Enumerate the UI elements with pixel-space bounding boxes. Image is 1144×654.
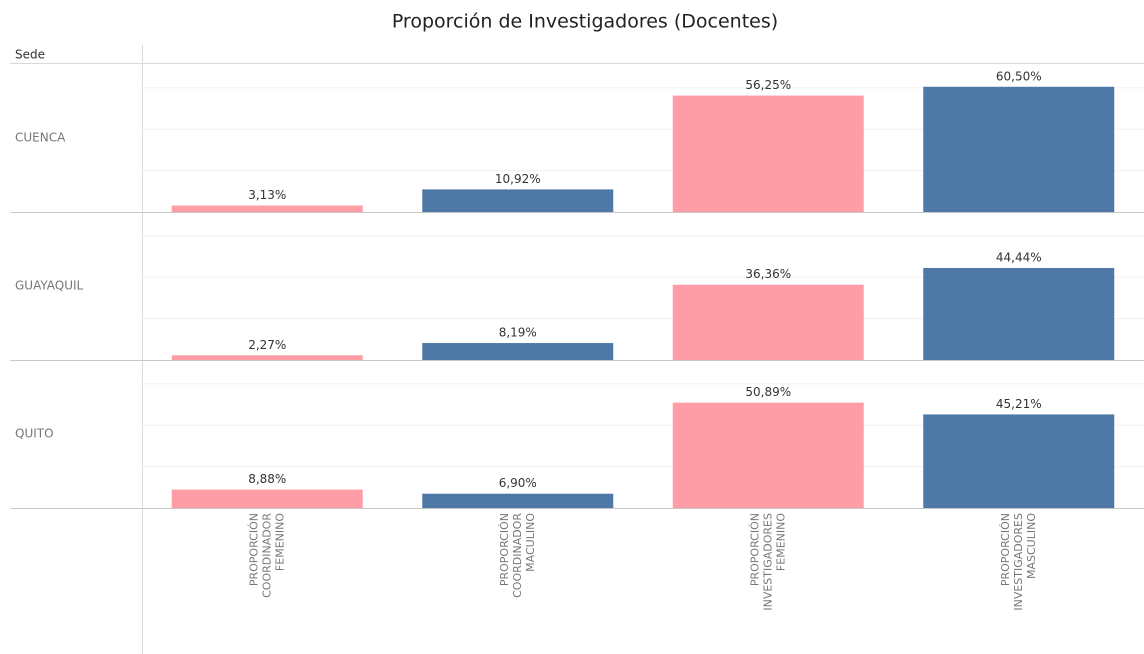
value-label: 60,50% <box>996 69 1042 83</box>
x-tick-label: PROPORCIÓN <box>498 513 511 586</box>
value-label: 2,27% <box>248 338 286 352</box>
x-tick-label: PROPORCIÓN <box>999 513 1012 586</box>
bar <box>171 489 363 508</box>
bar <box>672 95 864 212</box>
value-label: 8,88% <box>248 472 286 486</box>
row-label: GUAYAQUIL <box>15 279 84 293</box>
chart-title: Proporción de Investigadores (Docentes) <box>392 11 778 33</box>
x-tick-label: FEMENINO <box>774 513 787 571</box>
value-label: 44,44% <box>996 251 1042 265</box>
x-tick-label: COORDINADOR <box>511 513 524 598</box>
x-tick-label: PROPORCIÓN <box>247 513 260 586</box>
value-label: 36,36% <box>745 267 791 281</box>
row-header: Sede <box>15 48 45 62</box>
bar <box>923 268 1115 360</box>
bar <box>171 355 363 360</box>
bar <box>923 414 1115 508</box>
bar <box>923 86 1115 212</box>
x-tick-label: PROPORCIÓN <box>748 513 761 586</box>
value-label: 6,90% <box>499 476 537 490</box>
value-label: 56,25% <box>745 78 791 92</box>
bar <box>422 343 614 360</box>
value-label: 10,92% <box>495 172 541 186</box>
x-tick-label: INVESTIGADORES <box>761 513 774 611</box>
value-label: 50,89% <box>745 385 791 399</box>
bar <box>672 284 864 360</box>
x-tick-label: COORDINADOR <box>260 513 273 598</box>
value-label: 3,13% <box>248 188 286 202</box>
x-tick-label: MASCULINO <box>1025 513 1038 579</box>
bar <box>171 205 363 212</box>
bar <box>422 189 614 212</box>
row-label: CUENCA <box>15 131 66 145</box>
x-tick-label: INVESTIGADORES <box>1012 513 1025 611</box>
value-label: 45,21% <box>996 397 1042 411</box>
bar <box>422 493 614 508</box>
row-label: QUITO <box>15 427 54 441</box>
x-tick-label: FEMENINO <box>273 513 286 571</box>
x-tick-label: MACULINO <box>524 513 537 572</box>
bar <box>672 402 864 508</box>
value-label: 8,19% <box>499 326 537 340</box>
